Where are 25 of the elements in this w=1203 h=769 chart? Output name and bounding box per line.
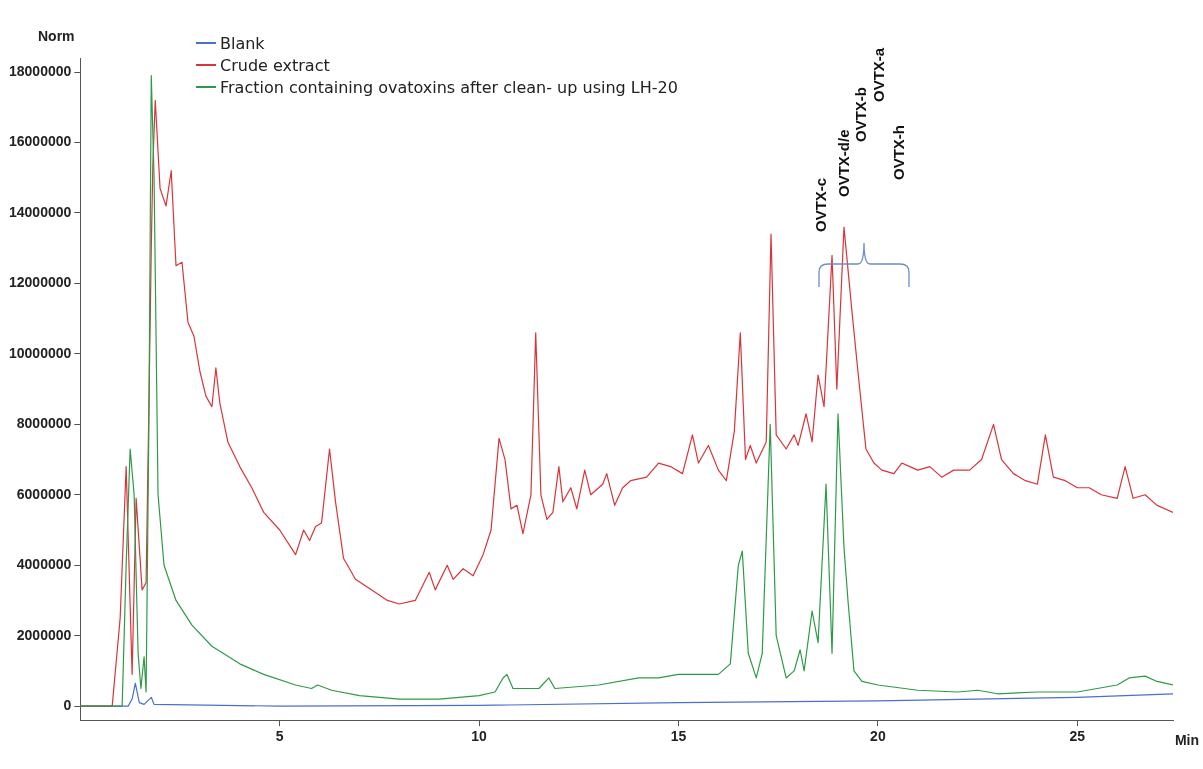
annotation: OVTX-a xyxy=(870,47,888,102)
legend-label: Blank xyxy=(220,33,265,53)
y-tick-label: 0 xyxy=(63,696,72,713)
x-tick-label: 25 xyxy=(1069,728,1086,745)
y-tick-label: 8000000 xyxy=(16,415,72,432)
y-tick-label: 16000000 xyxy=(8,133,72,150)
y-tick-label: 14000000 xyxy=(8,203,72,220)
x-tick-label: 10 xyxy=(471,728,488,745)
y-tick-label: 6000000 xyxy=(16,485,72,502)
annotation: OVTX-d/e xyxy=(835,129,853,197)
x-axis-title: Min xyxy=(1174,732,1199,749)
x-tick-label: 15 xyxy=(670,728,687,745)
x-tick-label: 5 xyxy=(275,728,284,745)
annotation: OVTX-c xyxy=(812,177,830,232)
y-tick-label: 10000000 xyxy=(8,344,72,361)
y-tick-label: 18000000 xyxy=(8,62,72,79)
x-tick-label: 20 xyxy=(870,728,886,745)
legend-label: Fraction containing ovatoxins after clean- up using LH-20 xyxy=(220,77,678,97)
y-axis-title: Norm xyxy=(38,28,75,44)
legend-label: Crude extract xyxy=(220,55,330,75)
y-tick-label: 4000000 xyxy=(16,556,72,573)
annotation: OVTX-h xyxy=(890,125,908,180)
y-tick-label: 12000000 xyxy=(8,274,72,291)
annotation: OVTX-b xyxy=(852,87,870,142)
y-tick-label: 2000000 xyxy=(16,626,72,643)
